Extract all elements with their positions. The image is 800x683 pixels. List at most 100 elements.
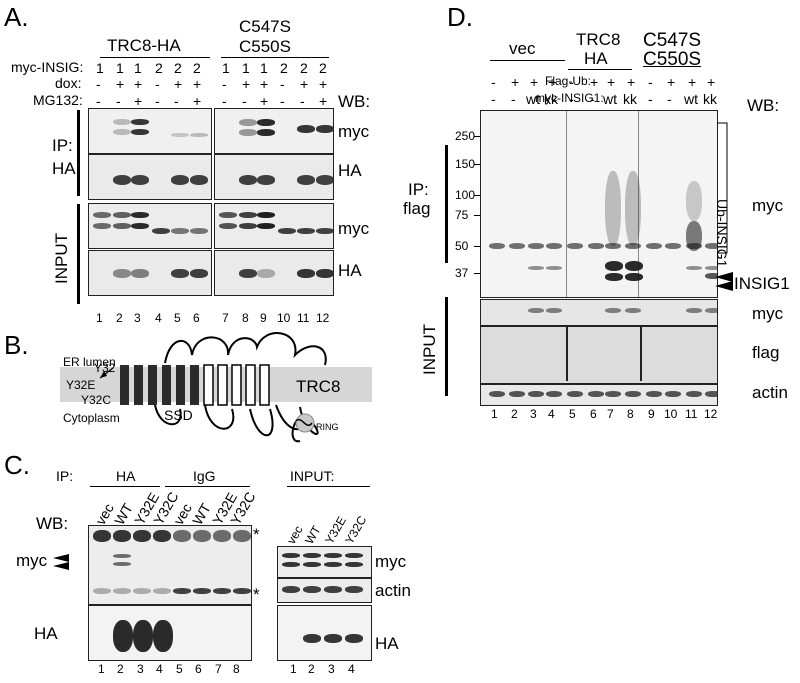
blot-band [605,171,621,246]
blot-band [567,391,583,397]
blot-band [605,261,623,271]
blot-band [190,175,208,185]
wb-label: WB: [36,514,69,533]
lane-number: 2 [308,662,315,676]
mw-tick [474,136,480,137]
blot-band [257,175,275,185]
treatment-myc-insig-value: wt [526,91,540,107]
mw-tick [474,246,480,247]
blot-band [528,266,544,270]
lane-number: 4 [548,407,555,421]
treatment-mg132-value: - [242,93,247,109]
treatment-mg132-value: + [319,93,328,109]
treatment-insig-value: 1 [116,60,124,76]
treatment-insig-value: 2 [155,60,163,76]
blot-band [528,391,544,397]
lane-number: 5 [176,662,183,676]
blot-band [625,243,641,249]
blot-band [705,308,717,313]
blot-band [605,391,621,397]
blot-band [131,269,149,278]
blot-band [131,223,149,229]
treatment-dox-value: - [96,76,101,92]
blot-band [257,129,275,136]
treatment-flag-ub-value: + [590,74,599,90]
blot-band [239,129,257,136]
blot-band [171,133,189,137]
lane-number: 11 [297,311,310,325]
blot-band [278,228,296,234]
blot-band [546,266,562,270]
blot-band [153,530,171,542]
blot-band [131,212,149,218]
blot-label-ha: HA [338,261,362,280]
blot-band [219,223,237,229]
group-trc8: TRC8 [576,30,621,49]
treatment-dox-value: - [155,76,160,92]
blot-c-input-myc [277,546,372,578]
panel-d-letter: D. [447,2,473,32]
ip-label: IP: [52,136,73,155]
blot-ip-ha-right [214,154,334,200]
blot-band [588,243,604,249]
blot-band [153,620,173,652]
treatment-dox-value: + [134,76,143,92]
mw-marker: 37 [455,266,469,280]
treatment-insig-value: 1 [96,60,104,76]
lane-number: 1 [290,662,297,676]
blot-band [303,586,321,593]
blot-band [605,273,623,281]
treatment-insig-value: 2 [280,60,288,76]
treatment-flag-ub-value: - [648,74,653,90]
lane-number: 5 [174,311,181,325]
blot-band [171,269,189,278]
y32e-label: Y32E [66,378,96,392]
blot-band [303,553,321,558]
treatment-mg132-value: + [134,93,143,109]
treatment-myc-insig-value: kk [544,91,558,107]
blot-band [489,243,505,249]
blot-band [705,273,717,279]
treatment-myc-insig-value: - [569,91,574,107]
blot-band [345,634,363,643]
treatment-mg132-value: - [300,93,305,109]
group-mut-1: C547S [643,30,702,51]
blot-band [297,175,315,185]
ip-label-ha: HA [52,159,76,178]
y32-label: Y32 [94,361,116,375]
blot-band [282,553,300,558]
lane-number: 7 [607,407,614,421]
treatment-mg132-value: - [174,93,179,109]
blot-band [625,391,641,397]
blot-band [625,308,641,313]
blot-band [239,223,257,229]
blot-label-myc: myc [338,219,370,238]
blot-band [509,243,525,249]
mw-marker: 150 [455,157,476,171]
mw-tick [474,215,480,216]
treatment-flag-ub-value: + [511,74,520,90]
blot-band [297,228,315,234]
blot-band [646,391,662,397]
blot-band [133,620,153,652]
ip-ha-label: HA [116,468,136,484]
blot-band [239,175,257,185]
blot-band [665,391,681,397]
row-label-insig: myc-INSIG: [11,59,84,75]
blot-band [528,308,544,313]
ip-ha-underline [90,486,160,487]
treatment-flag-ub-value: + [607,74,616,90]
blot-band [113,530,131,542]
treatment-myc-insig-value: - [648,91,653,107]
blot-input-ha-left [88,250,212,296]
lane-number: 12 [316,311,330,325]
lane-number: 7 [222,311,229,325]
blot-band [257,212,275,218]
lane-number: 2 [116,311,123,325]
panel-b-letter: B. [4,330,29,360]
treatment-dox-value: + [193,76,202,92]
lane-number: 2 [511,407,518,421]
blot-band [257,119,275,126]
blot-c-ip-myc [88,525,252,605]
star-marker: * [253,525,260,544]
